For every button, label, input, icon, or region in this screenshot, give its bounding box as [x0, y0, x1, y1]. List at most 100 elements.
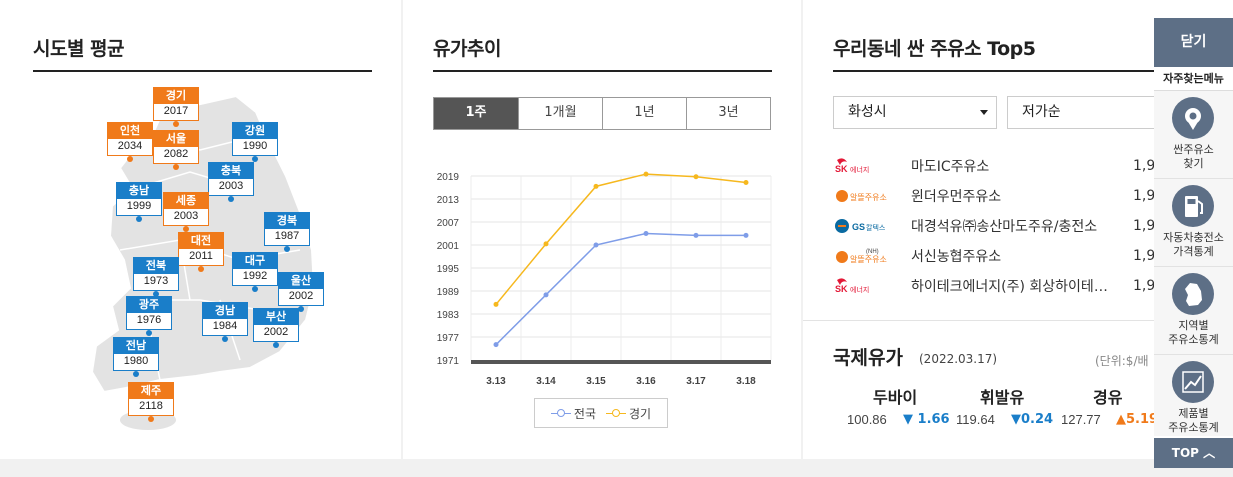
region-marker	[198, 266, 204, 272]
region-tag[interactable]: 충북 2003	[208, 162, 254, 202]
region-tag[interactable]: 강원 1990	[232, 122, 278, 162]
region-price: 1992	[242, 270, 268, 282]
data-point	[493, 342, 499, 348]
quick-menu-item-cheap-station[interactable]: 싼주유소 찾기	[1154, 91, 1233, 179]
region-price: 1990	[242, 140, 268, 152]
y-tick-label: 1977	[437, 333, 460, 344]
region-tag[interactable]: 경북 1987	[264, 212, 310, 252]
y-tick-label: 1971	[437, 356, 460, 367]
tab-1year[interactable]: 1년	[602, 98, 686, 129]
region-price: 1987	[274, 230, 300, 242]
quick-menu-item-product-stats[interactable]: 제품별 주유소통계	[1154, 355, 1233, 443]
quick-menu-label-line: 주유소통계	[1168, 333, 1219, 346]
x-tick-label: 3.15	[586, 376, 606, 387]
region-tag[interactable]: 서울 2082	[153, 130, 199, 170]
region-marker	[173, 121, 179, 127]
quick-menu-label-line: 제품별	[1178, 407, 1209, 420]
svg-text:SK: SK	[835, 164, 848, 174]
station-name: 윈더우먼주유소	[911, 189, 1002, 205]
station-name: 하이테크에너지(주) 회상하이테…	[911, 279, 1108, 295]
quick-menu-items: 싼주유소 찾기 자동차충전소 가격통계 지역별 주유소통계 제품별 주유소통계	[1154, 91, 1233, 436]
station-price: 1,9	[1133, 278, 1156, 294]
region-name: 충남	[117, 183, 161, 199]
legend-item-national[interactable]: 전국	[550, 405, 596, 422]
chevron-up-icon: ︿	[1203, 446, 1216, 460]
region-select[interactable]: 화성시	[833, 96, 997, 129]
quick-menu-label: 제품별 주유소통계	[1154, 407, 1233, 435]
sk-energy-logo-icon: SK 에너지	[833, 156, 905, 176]
region-marker	[146, 330, 152, 336]
region-tag[interactable]: 충남 1999	[116, 182, 162, 222]
region-tag[interactable]: 경남 1984	[202, 302, 248, 342]
list-item[interactable]: (NH) 알뜰주유소 서신농협주유소 1,9	[833, 241, 1233, 271]
region-tag[interactable]: 부산 2002	[253, 308, 299, 348]
oil-name-dubai: 두바이	[873, 388, 918, 407]
svg-text:칼텍스: 칼텍스	[866, 223, 886, 232]
legend-label-national: 전국	[573, 406, 596, 421]
region-name: 광주	[127, 297, 171, 313]
region-price: 1984	[212, 320, 238, 332]
region-tag[interactable]: 인천 2034	[107, 122, 153, 162]
x-tick-label: 3.18	[736, 376, 756, 387]
svg-text:알뜰주유소: 알뜰주유소	[850, 254, 887, 264]
data-point	[693, 174, 699, 180]
region-tag[interactable]: 광주 1976	[126, 296, 172, 336]
region-name: 인천	[108, 123, 152, 139]
station-name: 마도IC주유소	[911, 159, 990, 175]
region-tag[interactable]: 제주 2118	[128, 382, 174, 422]
korea-map[interactable]	[0, 0, 401, 459]
quick-menu-label: 자동차충전소 가격통계	[1154, 231, 1233, 259]
list-item[interactable]: SK 에너지 마도IC주유소 1,9	[833, 151, 1233, 181]
tab-1week[interactable]: 1주	[434, 98, 518, 129]
x-tick-label: 3.14	[536, 376, 556, 387]
tab-3years[interactable]: 3년	[686, 98, 770, 129]
region-price: 2011	[189, 250, 213, 262]
legend-swatch-gyeonggi	[606, 408, 626, 418]
quick-menu-close-button[interactable]: 닫기	[1154, 18, 1233, 67]
region-price: 2003	[218, 180, 244, 192]
region-price: 1976	[136, 314, 162, 326]
tab-1month[interactable]: 1개월	[518, 98, 602, 129]
region-name: 전북	[134, 258, 178, 274]
altteul-logo-icon: 알뜰주유소	[833, 186, 905, 206]
region-tag[interactable]: 대구 1992	[232, 252, 278, 292]
series-line	[495, 173, 747, 305]
region-tag[interactable]: 경기 2017	[153, 87, 199, 127]
region-price: 2082	[163, 148, 189, 160]
y-tick-label: 2007	[437, 218, 460, 229]
scroll-top-button[interactable]: TOP ︿	[1154, 438, 1233, 468]
svg-text:GS: GS	[852, 222, 865, 232]
quick-menu-item-charging-stats[interactable]: 자동차충전소 가격통계	[1154, 179, 1233, 267]
region-tag[interactable]: 전북 1973	[133, 257, 179, 297]
chevron-down-icon	[980, 110, 988, 115]
legend-item-gyeonggi[interactable]: 경기	[606, 405, 651, 422]
scroll-top-label: TOP	[1171, 446, 1199, 460]
fuel-pump-icon	[1172, 185, 1214, 227]
region-tag[interactable]: 전남 1980	[113, 337, 159, 377]
region-tag[interactable]: 대전 2011	[178, 232, 224, 272]
chart-legend: 전국 경기	[534, 398, 668, 428]
data-point	[693, 232, 699, 238]
x-axis-baseline	[471, 360, 771, 364]
region-tag[interactable]: 세종 2003	[163, 192, 209, 232]
quick-menu-label-line: 찾기	[1183, 157, 1204, 170]
list-item[interactable]: SK 에너지 하이테크에너지(주) 회상하이테… 1,9	[833, 271, 1233, 301]
list-item[interactable]: 알뜰주유소 윈더우먼주유소 1,9	[833, 181, 1233, 211]
region-name: 울산	[279, 273, 323, 289]
region-marker	[273, 342, 279, 348]
region-marker	[222, 336, 228, 342]
region-tag[interactable]: 울산 2002	[278, 272, 324, 312]
list-item[interactable]: GS 칼텍스 대경석유㈜송산마도주유/충전소 1,9	[833, 211, 1233, 241]
title-underline	[433, 70, 772, 72]
region-marker	[284, 246, 290, 252]
region-price: 1999	[126, 200, 152, 212]
oil-value-gasoline: 119.64	[956, 412, 995, 427]
price-trend-chart: 2019 2013 2007 2001 1995 1989 1983 1977 1971 3.13…	[437, 171, 772, 387]
price-trend-panel: 유가추이 1주 1개월 1년 3년 2019 2013 2007 2001 1995 19…	[403, 0, 801, 459]
quick-menu-item-regional-stats[interactable]: 지역별 주유소통계	[1154, 267, 1233, 355]
location-pin-icon	[1172, 97, 1214, 139]
data-point	[593, 242, 599, 248]
nh-altteul-logo-icon: (NH) 알뜰주유소	[833, 246, 905, 266]
period-tabs: 1주 1개월 1년 3년	[433, 97, 771, 130]
quick-menu-label-line: 자동차충전소	[1163, 231, 1224, 244]
